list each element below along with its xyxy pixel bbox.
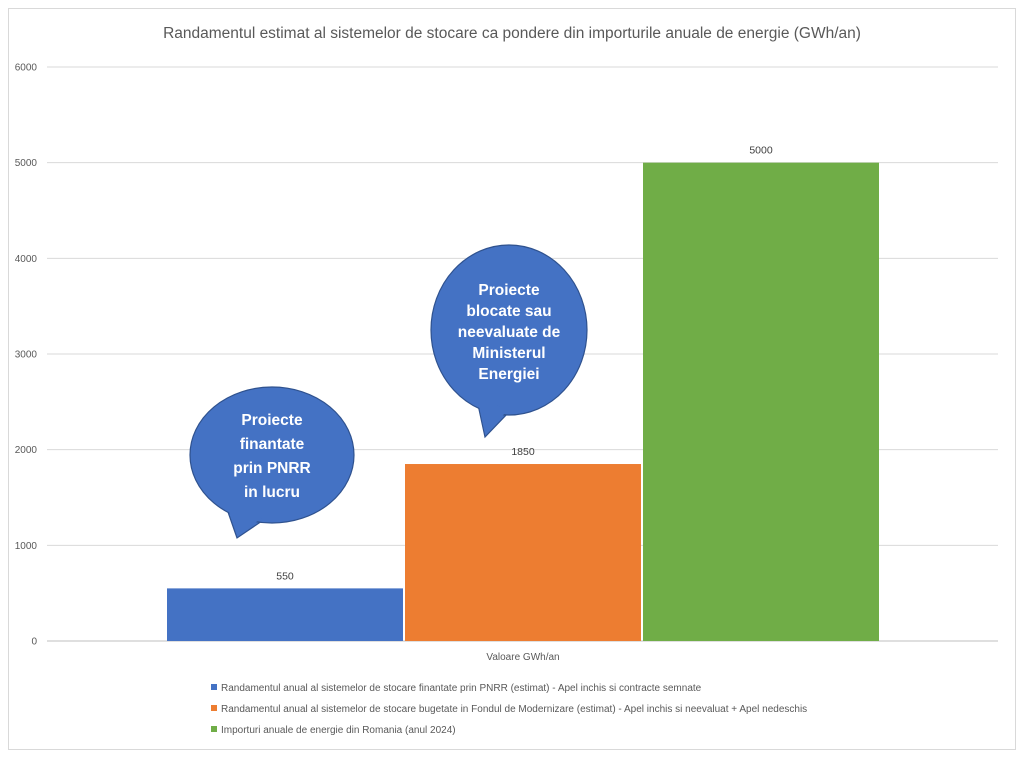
legend-label: Randamentul anual al sistemelor de stoca… xyxy=(221,683,702,694)
y-tick-label: 0 xyxy=(31,637,37,648)
legend-swatch xyxy=(211,726,217,732)
callout-text: Proiecte finantate prin PNRR in lucru xyxy=(233,412,311,501)
legend-item-2: Randamentul anual al sistemelor de stoca… xyxy=(211,704,807,715)
callout-ellipse xyxy=(189,386,355,524)
bar-series-3 xyxy=(643,162,879,641)
legend-label: Randamentul anual al sistemelor de stoca… xyxy=(221,704,807,715)
data-label: 5000 xyxy=(749,145,773,157)
data-label: 550 xyxy=(276,570,294,582)
callout-bubble-2: Proiecte blocate sau neevaluate de Minister… xyxy=(430,244,588,439)
y-tick-label: 5000 xyxy=(15,158,38,169)
y-axis-ticks: 0 1000 2000 3000 4000 5000 6000 xyxy=(15,63,38,648)
legend-item-3: Importuri anuale de energie din Romania … xyxy=(211,725,456,736)
bar-series-1 xyxy=(167,588,403,641)
callout-ellipse xyxy=(430,244,588,416)
y-tick-label: 3000 xyxy=(15,350,38,361)
bars xyxy=(167,162,879,641)
y-tick-label: 4000 xyxy=(15,254,38,265)
data-label: 1850 xyxy=(511,446,535,458)
bar-series-2 xyxy=(405,464,641,641)
chart-title: Randamentul estimat al sistemelor de sto… xyxy=(163,25,861,42)
data-labels: 550 1850 5000 xyxy=(276,145,773,583)
callout-text: Proiecte blocate sau neevaluate de Minister… xyxy=(458,282,561,383)
callout-tail-fill xyxy=(228,509,262,535)
legend-swatch xyxy=(211,684,217,690)
legend-swatch xyxy=(211,705,217,711)
x-category-label: Valoare GWh/an xyxy=(486,652,559,663)
legend-item-1: Randamentul anual al sistemelor de stoca… xyxy=(211,683,702,694)
callouts: Proiecte finantate prin PNRR in lucru Proiec… xyxy=(189,244,588,539)
callout-bubble-1: Proiecte finantate prin PNRR in lucru xyxy=(189,386,355,539)
y-tick-label: 2000 xyxy=(15,445,38,456)
legend-label: Importuri anuale de energie din Romania … xyxy=(221,725,456,736)
callout-tail-fill xyxy=(477,397,508,434)
y-tick-label: 1000 xyxy=(15,541,38,552)
legend: Randamentul anual al sistemelor de stoca… xyxy=(211,683,807,736)
y-tick-label: 6000 xyxy=(15,63,38,74)
